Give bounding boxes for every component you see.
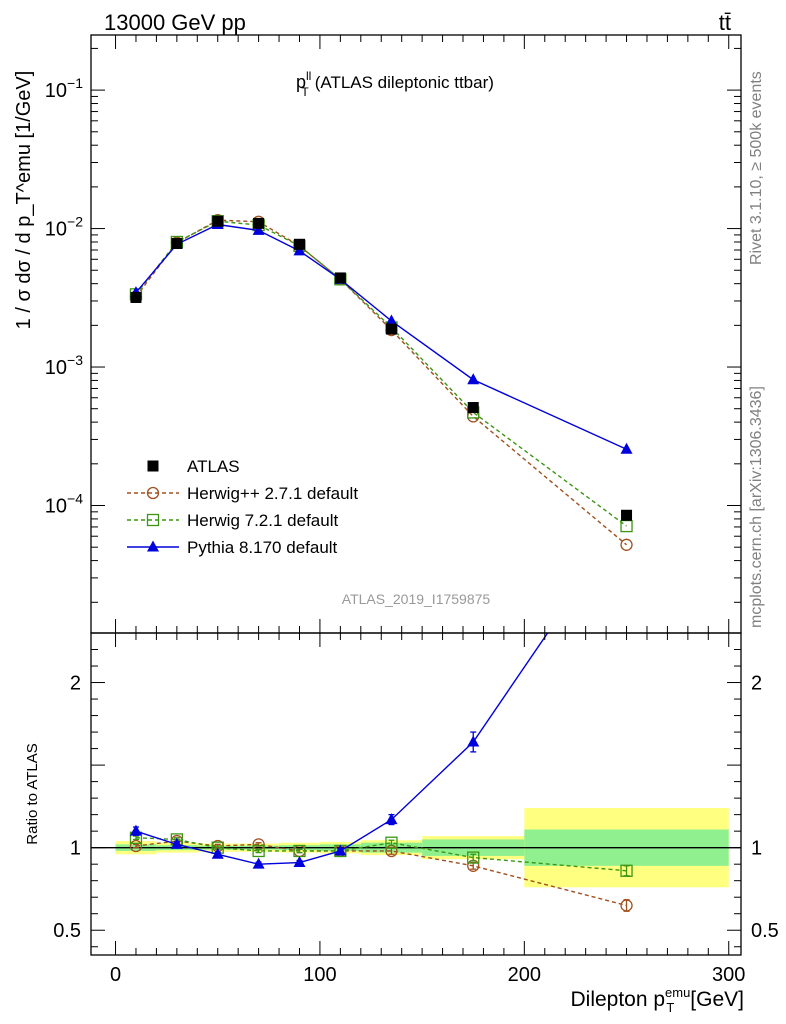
point-pythia-7 xyxy=(467,373,480,385)
legend: ATLAS Herwig++ 2.7.1 default Herwig 7.2.1 … xyxy=(127,457,358,557)
plot-title-sup: ll xyxy=(306,69,311,83)
process-label: tt̄ xyxy=(719,10,731,35)
series-pythia xyxy=(129,217,633,454)
ratio-ytick-label-right-1: 1 xyxy=(751,838,762,860)
main-ytick-base: 10 xyxy=(45,357,67,379)
xtick-label-3: 300 xyxy=(712,964,745,986)
legend-label-herwig7: Herwig 7.2.1 default xyxy=(187,511,338,530)
point-atlas-7 xyxy=(467,402,479,414)
xlabel-sup: emu xyxy=(665,985,690,1000)
xtick-label-1: 100 xyxy=(303,964,336,986)
xlabel-unit: [GeV] xyxy=(690,988,744,1011)
ratio-point-pythia-6 xyxy=(385,813,398,825)
ratio-point-herwigpp-0 xyxy=(129,839,143,853)
point-pythia-6 xyxy=(385,314,398,326)
series-atlas xyxy=(130,215,633,521)
main-ytick-base: 10 xyxy=(45,80,67,102)
xlabel: Dilepton pemu T [GeV] xyxy=(570,985,744,1015)
main-ytick-exp: −3 xyxy=(67,352,83,368)
point-atlas-6 xyxy=(385,323,397,335)
ratio-point-pythia-2 xyxy=(211,847,224,859)
ratio-series-pythia xyxy=(129,633,549,869)
legend-marker-pythia xyxy=(147,540,159,552)
point-atlas-4 xyxy=(293,238,305,250)
ratio-point-pythia-3 xyxy=(252,857,265,869)
series-line-herwig7 xyxy=(135,220,627,527)
ratio-ytick-label-right-2: 2 xyxy=(751,673,762,695)
ratio-ylabel: Ratio to ATLAS xyxy=(24,743,41,844)
plot-title-rest: (ATLAS dileptonic ttbar) xyxy=(315,73,494,92)
xtick-label-2: 200 xyxy=(508,964,541,986)
legend-marker-herwigpp xyxy=(146,486,160,500)
legend-marker-atlas xyxy=(147,460,159,472)
main-ytick-base: 10 xyxy=(45,495,67,517)
analysis-id: ATLAS_2019_I1759875 xyxy=(342,591,491,607)
xlabel-sub: T xyxy=(666,1000,674,1015)
ratio-point-herwig7-3 xyxy=(252,844,265,858)
point-atlas-5 xyxy=(334,272,346,284)
ratio-point-herwig7-6 xyxy=(385,836,398,849)
main-ytick-label-3: 10−4 xyxy=(45,490,83,517)
series-line-herwigpp xyxy=(135,219,627,546)
plot-title-main: p xyxy=(296,72,306,92)
main-ytick-exp: −1 xyxy=(67,75,83,91)
ratio-point-herwig7-7 xyxy=(467,851,480,864)
plot-title: pll T (ATLAS dileptonic ttbar) xyxy=(296,69,494,99)
main-ytick-label-1: 10−2 xyxy=(45,214,83,241)
mcplots-label: mcplots.cern.ch [arXiv:1306.3436] xyxy=(748,386,765,628)
main-ytick-base: 10 xyxy=(45,219,67,241)
point-atlas-3 xyxy=(253,217,265,229)
ratio-point-herwig7-8 xyxy=(620,864,633,877)
ratio-ytick-label-left-0: 0.5 xyxy=(53,920,81,942)
ratio-point-pythia-5 xyxy=(334,844,347,856)
rivet-version-label: Rivet 3.1.10, ≥ 500k events xyxy=(748,71,765,265)
ratio-point-pythia-1 xyxy=(170,837,183,849)
ratio-point-pythia-0 xyxy=(129,824,142,836)
ratio-point-pythia-7 xyxy=(467,735,480,747)
ratio-panel: 0 100 200 300 0.5 0.5 1 1 2 2 xyxy=(53,632,779,986)
legend-marker-herwig7 xyxy=(146,513,160,527)
legend-label-herwigpp: Herwig++ 2.7.1 default xyxy=(187,484,358,503)
legend-label-pythia: Pythia 8.170 default xyxy=(187,538,338,557)
ratio-frame xyxy=(90,632,742,956)
ratio-point-herwigpp-8 xyxy=(620,899,633,912)
point-atlas-2 xyxy=(212,215,224,227)
plot-title-sub: T xyxy=(301,85,309,99)
point-pythia-4 xyxy=(293,244,306,256)
legend-label-atlas: ATLAS xyxy=(187,457,240,476)
point-atlas-1 xyxy=(171,238,183,250)
xlabel-main: Dilepton p xyxy=(570,988,665,1011)
xtick-label-0: 0 xyxy=(110,964,121,986)
ratio-point-pythia-4 xyxy=(293,856,306,868)
main-ytick-exp: −2 xyxy=(67,214,83,230)
main-ytick-exp: −4 xyxy=(67,490,83,506)
main-ytick-label-0: 10−1 xyxy=(45,75,83,102)
ratio-ytick-label-left-2: 2 xyxy=(70,673,81,695)
main-ytick-label-2: 10−3 xyxy=(45,352,83,379)
ratio-ytick-label-left-1: 1 xyxy=(70,838,81,860)
point-atlas-0 xyxy=(130,291,142,303)
point-pythia-8 xyxy=(620,442,633,454)
point-herwigpp-8 xyxy=(620,538,633,551)
beam-label: 13000 GeV pp xyxy=(104,10,246,35)
main-panel: 10−110−210−310−4 xyxy=(45,34,742,634)
series-line-pythia xyxy=(135,223,627,450)
ratio-ytick-label-right-0: 0.5 xyxy=(751,920,779,942)
point-pythia-3 xyxy=(252,223,265,235)
main-ylabel: 1 / σ dσ / d p_T^emu [1/GeV] xyxy=(13,71,35,330)
point-atlas-8 xyxy=(621,509,633,521)
